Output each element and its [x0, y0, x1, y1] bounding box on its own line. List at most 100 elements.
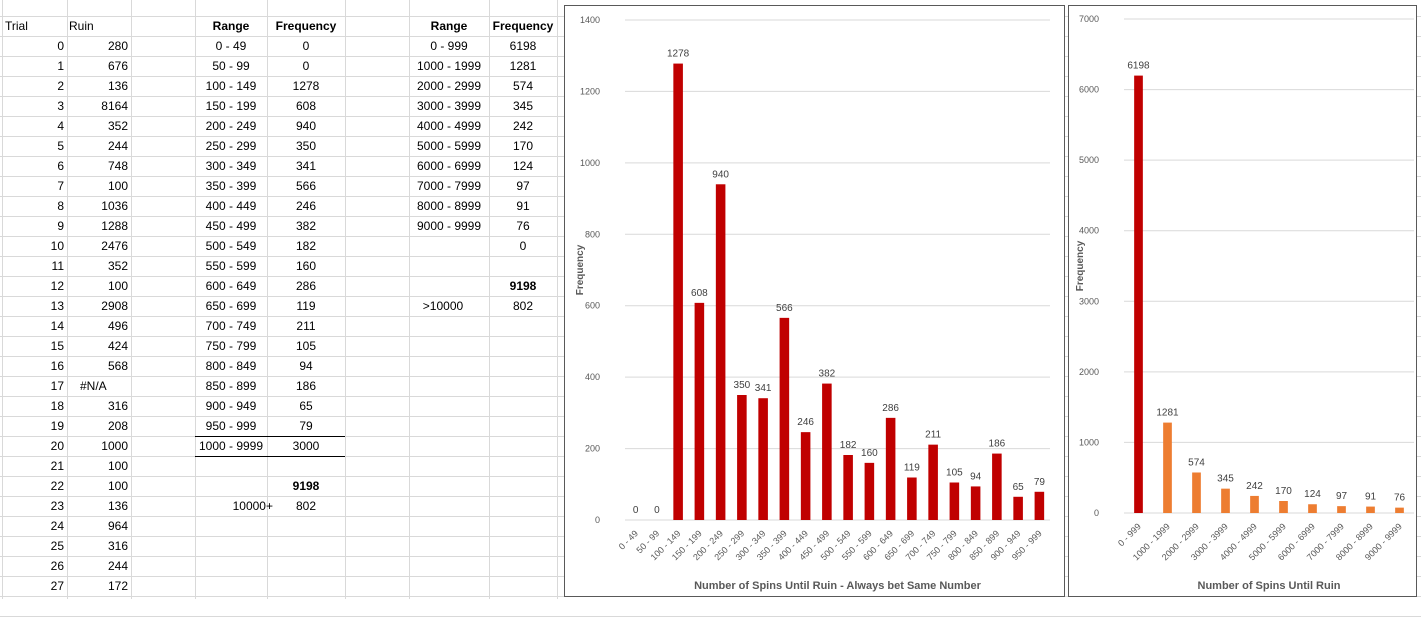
frequency-cell[interactable]: 608 [295, 99, 317, 113]
over-label-2[interactable]: >10000 [422, 299, 464, 313]
trial-number[interactable]: 23 [50, 499, 64, 513]
frequency-cell[interactable]: 94 [299, 359, 313, 373]
total-1[interactable]: 9198 [292, 479, 320, 493]
trial-number[interactable]: 4 [57, 119, 64, 133]
range-cell[interactable]: 1000 - 1999 [416, 59, 482, 73]
range-cell[interactable]: 9000 - 9999 [416, 219, 482, 233]
range-cell[interactable]: 400 - 449 [205, 199, 257, 213]
trial-number[interactable]: 14 [50, 319, 64, 333]
trial-number[interactable]: 15 [50, 339, 64, 353]
ruin-value[interactable]: 8164 [101, 99, 128, 113]
frequency-cell[interactable]: 0 [302, 39, 310, 53]
trial-number[interactable]: 19 [50, 419, 64, 433]
range-cell[interactable]: 850 - 899 [205, 379, 257, 393]
range-cell[interactable]: 150 - 199 [205, 99, 257, 113]
frequency-cell[interactable]: 160 [295, 259, 317, 273]
ruin-value[interactable]: 136 [107, 79, 128, 93]
ruin-value[interactable]: 100 [107, 179, 128, 193]
over-value-2[interactable]: 802 [512, 299, 534, 313]
ruin-value[interactable]: 1036 [101, 199, 128, 213]
frequency-cell[interactable]: 1278 [292, 79, 320, 93]
frequency-cell[interactable]: 0 [302, 59, 310, 73]
range-cell[interactable]: 3000 - 3999 [416, 99, 482, 113]
trial-number[interactable]: 22 [50, 479, 64, 493]
range-header-1[interactable]: Range [212, 19, 250, 33]
trial-number[interactable]: 9 [57, 219, 64, 233]
over-label-1[interactable]: 10000+ [232, 499, 273, 513]
frequency-cell[interactable]: 3000 [292, 439, 320, 453]
trial-number[interactable]: 21 [50, 459, 64, 473]
ruin-value[interactable]: #N/A [80, 379, 107, 393]
frequency-cell[interactable]: 345 [512, 99, 534, 113]
frequency-cell[interactable]: 211 [296, 319, 316, 333]
frequency-cell[interactable]: 242 [512, 119, 534, 133]
trial-number[interactable]: 13 [50, 299, 64, 313]
ruin-value[interactable]: 280 [107, 39, 128, 53]
frequency-cell[interactable]: 286 [295, 279, 317, 293]
range-cell[interactable]: 500 - 549 [205, 239, 257, 253]
ruin-value[interactable]: 208 [107, 419, 128, 433]
range-cell[interactable]: 900 - 949 [205, 399, 257, 413]
frequency-cell[interactable]: 65 [299, 399, 313, 413]
ruin-value[interactable]: 352 [107, 119, 128, 133]
frequency-cell[interactable]: 97 [516, 179, 530, 193]
ruin-value[interactable]: 136 [107, 499, 128, 513]
frequency-cell[interactable]: 186 [295, 379, 317, 393]
range-cell[interactable]: 1000 - 9999 [198, 439, 264, 453]
ruin-value[interactable]: 424 [107, 339, 128, 353]
trial-number[interactable]: 7 [57, 179, 64, 193]
ruin-value[interactable]: 496 [107, 319, 128, 333]
frequency-cell[interactable]: 6198 [509, 39, 537, 53]
range-cell[interactable]: 8000 - 8999 [416, 199, 482, 213]
ruin-value[interactable]: 676 [107, 59, 128, 73]
frequency-cell[interactable]: 182 [295, 239, 317, 253]
frequency-header-1[interactable]: Frequency [275, 19, 337, 33]
ruin-value[interactable]: 1288 [101, 219, 128, 233]
ruin-value[interactable]: 964 [107, 519, 128, 533]
range-cell[interactable]: 450 - 499 [205, 219, 257, 233]
frequency-cell[interactable]: 119 [296, 299, 316, 313]
ruin-value[interactable]: 2476 [101, 239, 128, 253]
ruin-value[interactable]: 100 [107, 459, 128, 473]
range-cell[interactable]: 7000 - 7999 [416, 179, 482, 193]
trial-number[interactable]: 16 [50, 359, 64, 373]
range-cell[interactable]: 100 - 149 [205, 79, 257, 93]
range-cell[interactable]: 0 - 49 [215, 39, 247, 53]
frequency-cell[interactable]: 940 [295, 119, 317, 133]
range-cell[interactable]: 0 - 999 [430, 39, 468, 53]
trial-number[interactable]: 25 [50, 539, 64, 553]
ruin-value[interactable]: 172 [107, 579, 128, 593]
total-2[interactable]: 9198 [509, 279, 537, 293]
range-cell[interactable]: 800 - 849 [205, 359, 257, 373]
range-cell[interactable]: 50 - 99 [212, 59, 250, 73]
frequency-cell[interactable]: 105 [295, 339, 317, 353]
trial-number[interactable]: 6 [57, 159, 64, 173]
trial-number[interactable]: 17 [50, 379, 64, 393]
trial-number[interactable]: 5 [57, 139, 64, 153]
ruin-value[interactable]: 244 [107, 559, 128, 573]
ruin-value[interactable]: 568 [107, 359, 128, 373]
ruin-header[interactable]: Ruin [69, 19, 94, 33]
frequency-cell[interactable]: 170 [512, 139, 534, 153]
frequency-cell[interactable]: 341 [295, 159, 317, 173]
chart-spins-same-number[interactable]: 0 200 400 600 800 1000 1200 1400 0 0 - 49 0 50 - 99… [564, 5, 1065, 597]
trial-number[interactable]: 0 [57, 39, 64, 53]
trial-number[interactable]: 3 [57, 99, 64, 113]
trial-number[interactable]: 1 [57, 59, 64, 73]
trial-header[interactable]: Trial [5, 19, 28, 33]
range-cell[interactable]: 5000 - 5999 [416, 139, 482, 153]
frequency-cell[interactable]: 382 [295, 219, 317, 233]
frequency-cell[interactable]: 566 [295, 179, 317, 193]
range-cell[interactable]: 700 - 749 [205, 319, 257, 333]
trial-number[interactable]: 24 [50, 519, 64, 533]
trial-number[interactable]: 11 [51, 259, 64, 273]
range-cell[interactable]: 750 - 799 [205, 339, 257, 353]
range-cell[interactable]: 200 - 249 [205, 119, 257, 133]
ruin-value[interactable]: 352 [107, 259, 128, 273]
trial-number[interactable]: 10 [50, 239, 64, 253]
ruin-value[interactable]: 100 [107, 479, 128, 493]
frequency-header-2[interactable]: Frequency [492, 19, 554, 33]
frequency-cell[interactable]: 246 [295, 199, 317, 213]
trial-number[interactable]: 2 [57, 79, 64, 93]
blank-frequency[interactable]: 0 [519, 239, 527, 253]
